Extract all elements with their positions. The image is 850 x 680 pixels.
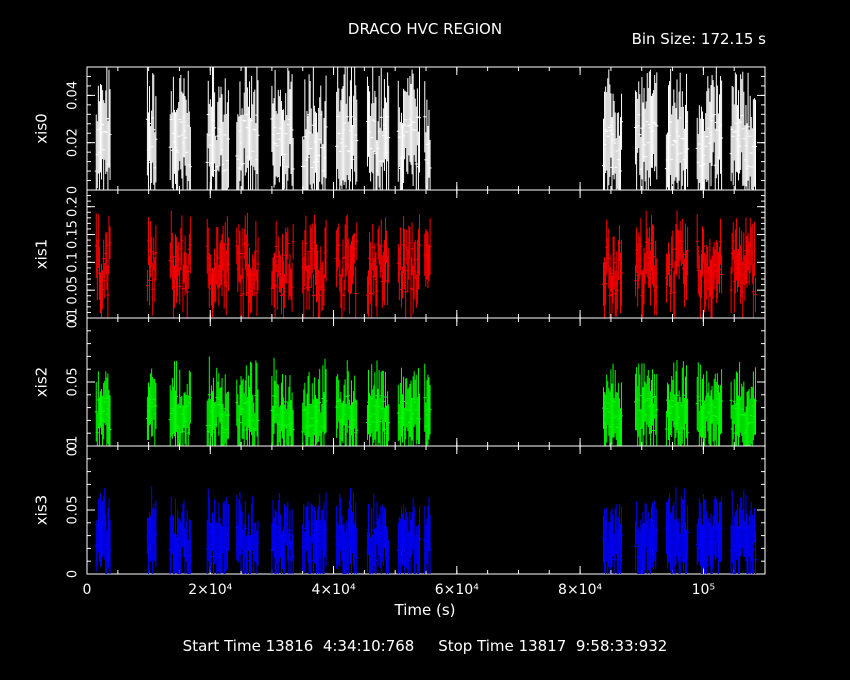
y-tick-label: 0.02 bbox=[66, 128, 81, 157]
y-tick-label: 0.05 bbox=[66, 368, 81, 397]
y-tick-label: 0.05 bbox=[66, 496, 81, 525]
series-xis3 bbox=[94, 486, 758, 574]
y-tick-label: 0 bbox=[66, 442, 81, 450]
y-tick-label: 0 bbox=[66, 186, 81, 194]
y-tick-label: 0.04 bbox=[66, 81, 81, 110]
chart-title: DRACO HVC REGION bbox=[347, 20, 503, 38]
stop-time-label: Stop Time bbox=[438, 637, 514, 655]
start-time-value: 13816 4:34:10:768 bbox=[265, 637, 415, 655]
y-tick-label: 0.1 bbox=[66, 252, 81, 273]
y-tick-label: 0 bbox=[66, 314, 81, 322]
x-tick-label: 0 bbox=[83, 582, 92, 598]
panel-name-xis0: xis0 bbox=[33, 113, 51, 143]
x-tick-label: 6×10⁴ bbox=[435, 582, 479, 598]
x-tick-label: 4×10⁴ bbox=[312, 582, 356, 598]
series-xis1 bbox=[94, 210, 758, 318]
bin-size-label: Bin Size: 172.15 s bbox=[631, 30, 766, 48]
y-tick-label: 0.1 bbox=[66, 436, 81, 457]
start-time-label: Start Time bbox=[182, 637, 261, 655]
x-axis-label: Time (s) bbox=[394, 601, 456, 619]
time-range-footer: Start Time 13816 4:34:10:768 Stop Time 1… bbox=[0, 637, 850, 655]
series-xis2 bbox=[94, 356, 758, 446]
y-tick-label: 0.05 bbox=[66, 276, 81, 305]
x-tick-label: 2×10⁴ bbox=[188, 582, 232, 598]
series-xis0 bbox=[94, 67, 758, 190]
panel-name-xis1: xis1 bbox=[33, 239, 51, 269]
panel-name-xis2: xis2 bbox=[33, 367, 51, 397]
stop-time-value: 13817 9:58:33:932 bbox=[518, 637, 668, 655]
y-tick-label: 0.1 bbox=[66, 308, 81, 329]
y-tick-label: 0 bbox=[66, 570, 81, 578]
x-tick-label: 8×10⁴ bbox=[558, 582, 602, 598]
y-tick-label: 0.2 bbox=[66, 196, 81, 217]
panel-name-xis3: xis3 bbox=[33, 495, 51, 525]
y-tick-label: 0.15 bbox=[66, 220, 81, 249]
x-tick-label: 10⁵ bbox=[692, 582, 715, 598]
